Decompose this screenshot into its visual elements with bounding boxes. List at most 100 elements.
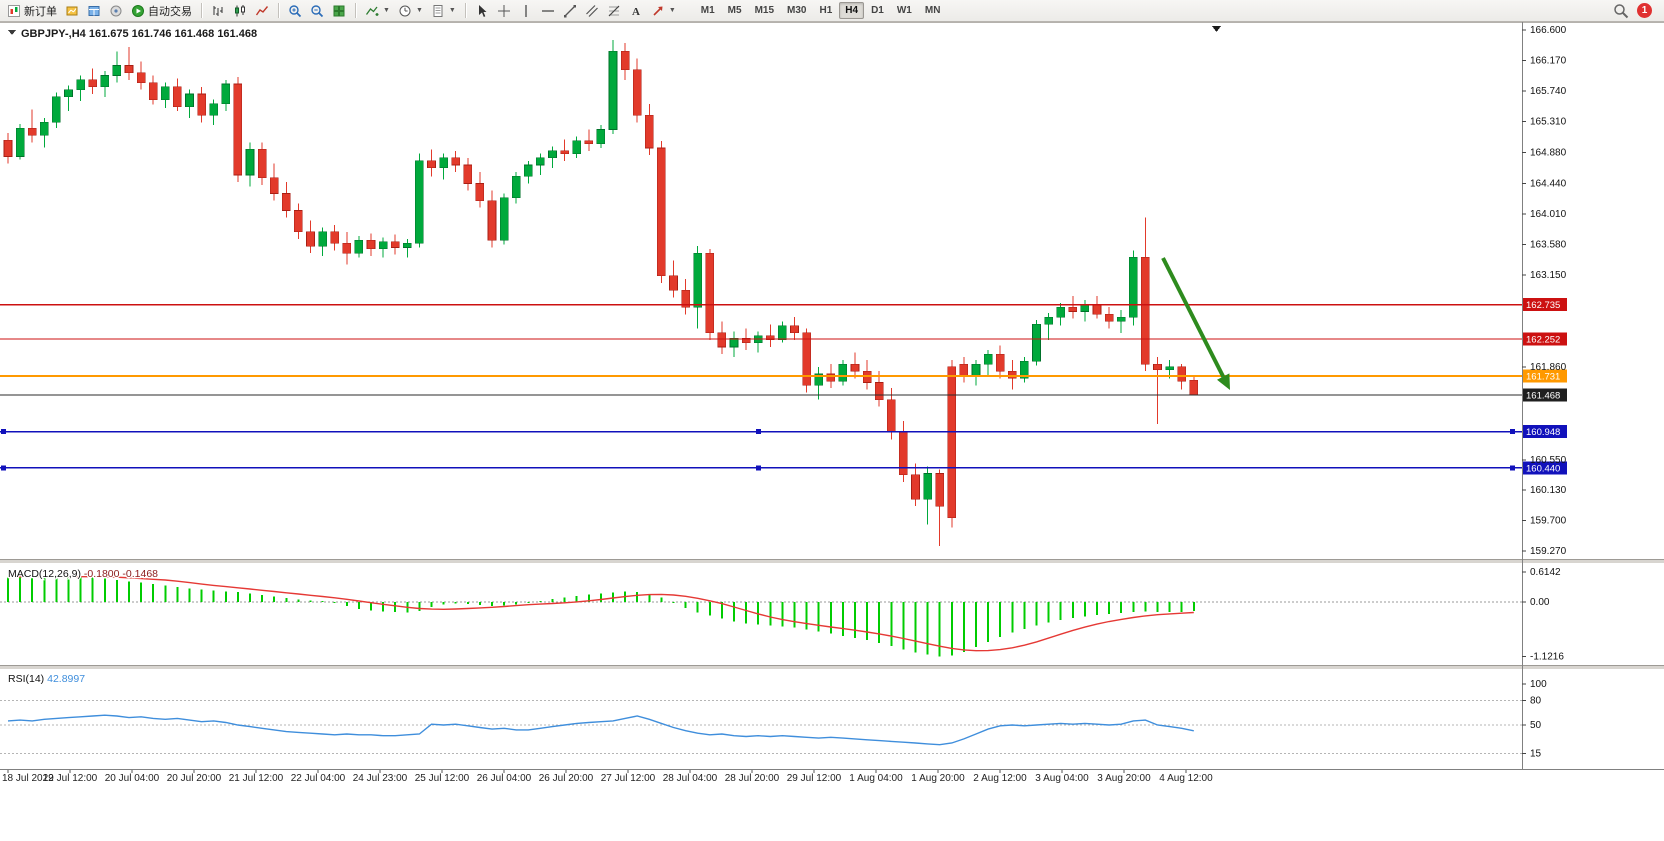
candle-body: [596, 129, 606, 145]
search-icon[interactable]: [1613, 3, 1629, 19]
candle-body: [681, 289, 690, 308]
zoom-in-button[interactable]: [285, 2, 305, 20]
horizontal-line-tool-button[interactable]: [538, 2, 558, 20]
timeframe-button-m5[interactable]: M5: [727, 5, 742, 16]
candle-body: [632, 69, 642, 116]
chevron-down-icon: ▼: [415, 7, 423, 14]
charts-button[interactable]: [62, 2, 82, 20]
macd-axis-label: 0.6142: [1530, 567, 1561, 578]
timeframe-button-w1[interactable]: W1: [896, 5, 912, 16]
price-badge: [1523, 298, 1567, 312]
crosshair-icon: [497, 4, 511, 18]
new-order-icon: [7, 4, 21, 18]
price-badge-label: 160.948: [1526, 427, 1560, 438]
candle-body: [729, 338, 739, 348]
candle-body: [983, 353, 993, 365]
trend-arrow[interactable]: [1161, 257, 1230, 390]
candle-body: [935, 473, 945, 507]
bar-chart-button[interactable]: [208, 2, 228, 20]
rsi-axis-label: 100: [1530, 679, 1547, 690]
time-axis-label: 1 Aug 20:00: [911, 773, 965, 784]
candle-body: [886, 399, 896, 433]
price-axis[interactable]: 166.600 166.170 165.740 165.310 164.880 164.4…: [1522, 25, 1567, 557]
candle-body: [64, 89, 73, 98]
candlestick-chart-button[interactable]: [230, 2, 250, 20]
indicators-button[interactable]: ▼: [362, 2, 393, 20]
timeframe-button-h4[interactable]: H4: [839, 2, 865, 19]
candle-body: [27, 127, 37, 136]
price-axis-label: 160.130: [1530, 485, 1567, 496]
text-tool-button[interactable]: A: [626, 2, 646, 20]
indicators-icon: [365, 4, 379, 18]
timeframe-button-mn[interactable]: MN: [924, 5, 941, 16]
candlestick-chart-icon: [233, 4, 247, 18]
candle-body: [112, 65, 122, 76]
vertical-line-tool-button[interactable]: [516, 2, 536, 20]
rsi-axis-label: 50: [1530, 720, 1542, 731]
symbol-dropdown-icon[interactable]: [8, 30, 16, 35]
timeframe-button-m30[interactable]: M30: [787, 5, 807, 16]
candle-body: [185, 93, 194, 108]
toolbar-right-group: 1: [1613, 3, 1660, 19]
candle-body: [1020, 360, 1029, 379]
cursor-tool-button[interactable]: [472, 2, 492, 20]
crosshair-tool-button[interactable]: [494, 2, 514, 20]
candle-body: [1165, 366, 1174, 371]
timeframe-button-d1[interactable]: D1: [871, 5, 884, 16]
line-handle[interactable]: [756, 465, 761, 471]
timeframe-button-m1[interactable]: M1: [700, 5, 715, 16]
candle-body: [233, 83, 243, 176]
auto-trading-label: 自动交易: [148, 5, 192, 18]
arrows-tool-button[interactable]: ▼: [648, 2, 679, 20]
zoom-out-button[interactable]: [307, 2, 327, 20]
horizontal-line-icon: [541, 4, 555, 18]
profiles-button[interactable]: [84, 2, 104, 20]
experts-button[interactable]: [106, 2, 126, 20]
notifications-badge[interactable]: 1: [1637, 3, 1652, 18]
time-axis-label: 26 Jul 20:00: [539, 773, 594, 784]
rsi-axis-label: 80: [1530, 695, 1542, 706]
time-axis-label: 20 Jul 20:00: [167, 773, 222, 784]
periods-button[interactable]: ▼: [395, 2, 426, 20]
line-handle[interactable]: [1, 429, 6, 435]
line-handle[interactable]: [1510, 429, 1515, 435]
line-handle[interactable]: [1, 465, 6, 471]
panel-splitter[interactable]: [0, 559, 1664, 564]
candle-body: [548, 150, 557, 159]
candle-body: [1116, 316, 1126, 322]
templates-button[interactable]: ▼: [428, 2, 459, 20]
candle-body: [572, 140, 582, 154]
panel-splitter[interactable]: [0, 665, 1664, 670]
line-chart-button[interactable]: [252, 2, 272, 20]
channel-tool-button[interactable]: [582, 2, 602, 20]
candle-body: [959, 363, 969, 376]
candle-body: [415, 160, 424, 244]
candle-body: [995, 353, 1005, 372]
time-axis-label: 22 Jul 04:00: [291, 773, 346, 784]
line-handle[interactable]: [1510, 465, 1515, 471]
timeframe-button-m15[interactable]: M15: [754, 5, 775, 16]
timeframe-button-h1[interactable]: H1: [819, 5, 833, 16]
time-axis-label: 19 Jul 12:00: [43, 773, 98, 784]
trendline-tool-button[interactable]: [560, 2, 580, 20]
price-axis-label: 164.880: [1530, 147, 1567, 158]
candle-body: [76, 79, 85, 91]
candle-body: [814, 373, 824, 386]
line-handle[interactable]: [756, 429, 761, 435]
auto-trading-button[interactable]: 自动交易: [128, 2, 195, 20]
candle-body: [669, 275, 678, 291]
macd-label: MACD(12,26,9) -0.1800 -0.1468: [8, 568, 158, 580]
fibonacci-tool-button[interactable]: [604, 2, 624, 20]
candle-body: [197, 93, 206, 116]
candle-body: [136, 72, 146, 83]
new-order-button[interactable]: 新订单: [4, 2, 60, 20]
rsi-line: [7, 714, 1194, 746]
candle-body: [899, 432, 908, 476]
tile-windows-button[interactable]: [329, 2, 349, 20]
charts-icon: [65, 4, 79, 18]
templates-icon: [431, 4, 445, 18]
line-chart-icon: [255, 4, 269, 18]
rsi-label: RSI(14) 42.8997: [8, 673, 85, 685]
price-badge-label: 161.468: [1526, 390, 1560, 401]
